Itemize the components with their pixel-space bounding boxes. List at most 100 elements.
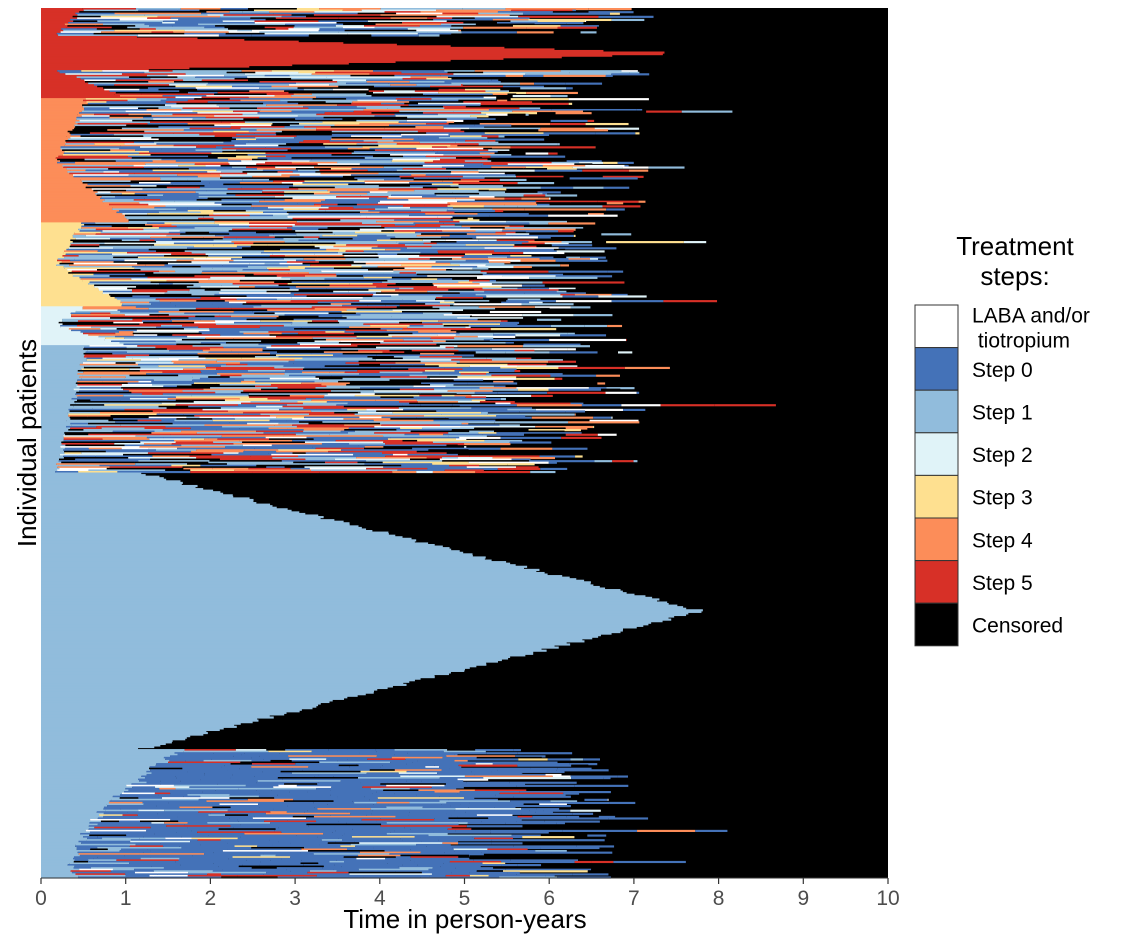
patient-row-stable (41, 570, 537, 573)
patient-row-segment (229, 376, 316, 379)
patient-row-segment (497, 99, 508, 102)
patient-row-segment (350, 843, 417, 846)
patient-row-segment (447, 208, 493, 211)
patient-row-segment (330, 138, 414, 141)
patient-row-stable (41, 562, 511, 565)
patient-row-segment (181, 338, 244, 342)
patient-row-segment (113, 261, 192, 264)
patient-row-segment (435, 157, 456, 160)
patient-row-segment (221, 435, 284, 438)
patient-row-segment (278, 422, 309, 425)
patient-row-segment (302, 402, 348, 405)
patient-row-segment (336, 870, 396, 873)
patient-row-segment (304, 811, 348, 814)
patient-row-segment (447, 828, 472, 831)
patient-row-segment (501, 864, 518, 867)
patient-row-segment (209, 329, 293, 332)
patient-row-segment (448, 467, 498, 471)
patient-row-segment (266, 104, 338, 107)
patient-row-segment (317, 783, 381, 786)
patient-row-segment (595, 132, 636, 135)
patient-row-segment (116, 211, 159, 214)
x-tick-label: 1 (120, 887, 132, 910)
patient-row-segment (127, 382, 194, 385)
patient-row-segment (187, 209, 214, 213)
patient-row-segment (367, 356, 394, 359)
patient-row-segment (232, 228, 293, 231)
patient-row-segment (356, 105, 401, 109)
patient-row-initial (41, 141, 67, 144)
x-tick-label: 0 (35, 887, 47, 910)
patient-row-segment (286, 404, 337, 407)
patient-row-segment (115, 362, 136, 365)
patient-row-segment (509, 250, 557, 253)
patient-row-segment (478, 169, 535, 172)
patient-row-segment (220, 365, 284, 368)
patient-row-segment (137, 419, 162, 422)
patient-row-segment (79, 230, 103, 233)
patient-row-segment (224, 287, 290, 290)
patient-row-segment (125, 874, 150, 878)
patient-row-segment (487, 256, 508, 259)
patient-row-segment (153, 272, 202, 275)
patient-row-segment (392, 453, 408, 457)
patient-row-segment (230, 806, 260, 809)
patient-row-segment (418, 136, 439, 140)
patient-row-segment (381, 136, 419, 140)
patient-row-segment (560, 334, 607, 337)
patient-row-segment (439, 424, 500, 427)
patient-row-segment (74, 127, 122, 130)
patient-row-segment (245, 143, 287, 146)
patient-row-segment (296, 784, 364, 787)
patient-row-segment (135, 362, 174, 365)
patient-row-segment (198, 143, 246, 146)
patient-row-segment (544, 820, 600, 823)
patient-row-segment (606, 241, 684, 244)
patient-row-segment (624, 164, 629, 168)
patient-row-segment (227, 354, 277, 357)
patient-row-initial (41, 122, 78, 126)
patient-row-segment (135, 843, 201, 846)
patient-row-segment (573, 303, 601, 306)
patient-row-segment (266, 290, 334, 293)
patient-row-segment (124, 216, 204, 219)
patient-row-segment (495, 307, 550, 310)
patient-row-stable (41, 651, 534, 654)
patient-row-segment (385, 443, 465, 446)
patient-row-segment (237, 29, 252, 32)
patient-row-segment (516, 175, 564, 178)
patient-row-segment (520, 259, 556, 262)
patient-row-initial (41, 292, 103, 295)
patient-row-initial (41, 104, 83, 107)
patient-row-segment (151, 865, 219, 868)
patient-row-initial (41, 105, 83, 109)
patient-row-segment (291, 772, 367, 775)
patient-row-segment (182, 390, 244, 393)
patient-row-segment (342, 175, 400, 178)
patient-row-segment (76, 118, 154, 121)
patient-row-segment (354, 801, 377, 805)
patient-row-segment (387, 206, 411, 210)
patient-row-initial (41, 70, 58, 73)
patient-row-stable (41, 51, 665, 54)
patient-row-stable (41, 668, 465, 671)
patient-row-segment (370, 324, 410, 328)
patient-row-segment (57, 258, 75, 261)
patient-row-segment (452, 191, 506, 194)
patient-row-segment (149, 766, 180, 769)
patient-row-segment (298, 332, 355, 335)
patient-row-segment (177, 447, 255, 450)
patient-row-segment (73, 175, 126, 178)
patient-row-segment (82, 362, 116, 365)
patient-row-segment (583, 110, 647, 113)
patient-row-segment (149, 25, 173, 28)
patient-row-segment (225, 840, 279, 843)
patient-row-segment (205, 357, 242, 360)
patient-row-segment (75, 382, 128, 385)
patient-row-segment (61, 443, 115, 446)
patient-row-segment (172, 113, 243, 116)
patient-row-segment (238, 820, 265, 823)
patient-row-segment (326, 248, 340, 251)
patient-row-initial (41, 278, 81, 281)
